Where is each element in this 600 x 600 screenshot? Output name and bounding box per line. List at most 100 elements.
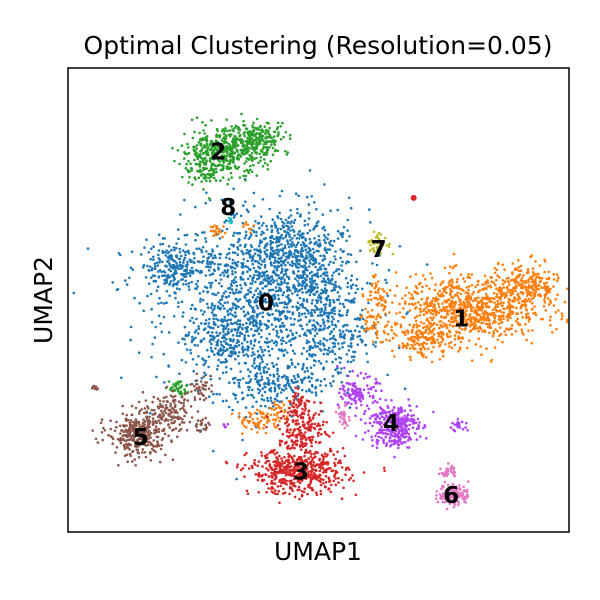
cluster-0-point [234, 357, 237, 361]
cluster-2-point [263, 125, 267, 128]
cluster-0-point [322, 277, 326, 280]
cluster-0-point [141, 266, 145, 269]
cluster-3-point [331, 469, 335, 472]
cluster-1-point [468, 313, 472, 316]
cluster-1-point [415, 315, 419, 318]
cluster-0-point [219, 273, 222, 277]
cluster-1-point [452, 301, 455, 304]
cluster-1-point [533, 293, 536, 296]
cluster-0-point [338, 329, 342, 332]
cluster-0-point [178, 250, 182, 254]
cluster-1-point [371, 274, 375, 278]
cluster-1-point [453, 319, 456, 322]
cluster-1-point [459, 306, 462, 309]
cluster-0-point [238, 319, 242, 323]
cluster-1-point [548, 319, 552, 322]
cluster-0-point [214, 279, 218, 282]
cluster-0-point [239, 283, 242, 287]
cluster-1-point [499, 301, 503, 304]
cluster-0-point [341, 232, 345, 236]
cluster-0-point [267, 349, 271, 353]
cluster-0-point [279, 287, 282, 291]
cluster-1-point [433, 310, 437, 314]
cluster-0-point [296, 233, 300, 236]
cluster-0-point [153, 262, 157, 266]
cluster-2-point [279, 125, 282, 128]
cluster-0-point [291, 312, 295, 316]
cluster-3-point [334, 457, 338, 461]
cluster-0-point [244, 200, 247, 203]
cluster-0-point [366, 281, 369, 285]
cluster-0-point [217, 358, 220, 362]
cluster-0-point [244, 234, 248, 237]
cluster-1-point [458, 348, 462, 351]
cluster-0-point [345, 329, 348, 332]
cluster-0-point [243, 348, 247, 351]
cluster-0-point [275, 289, 278, 293]
cluster-0-point [360, 326, 364, 329]
cluster-0-point [340, 264, 343, 267]
cluster-3-point [319, 477, 323, 481]
cluster-0-point [337, 285, 341, 289]
cluster-0-point [198, 271, 202, 275]
cluster-1-point [524, 322, 527, 326]
cluster-0-point [236, 248, 240, 251]
cluster-0-point [285, 396, 289, 400]
cluster-2-point [241, 152, 244, 155]
cluster-1-point [540, 277, 544, 280]
cluster-0-point [183, 256, 187, 260]
cluster-0-point [287, 276, 291, 279]
cluster-3-point [303, 487, 307, 491]
cluster-0-point [261, 198, 265, 201]
cluster-0-point [237, 291, 240, 294]
cluster-1-point [422, 322, 426, 325]
cluster-0-point [305, 349, 309, 353]
cluster-2-point [239, 154, 242, 158]
cluster-1-point [442, 332, 445, 336]
cluster-2-point [208, 176, 211, 180]
cluster-1-point [459, 302, 463, 305]
cluster-0-point [117, 252, 121, 255]
cluster-0-point [299, 250, 303, 253]
cluster-0-point [334, 258, 337, 261]
cluster-1-point [556, 293, 559, 297]
cluster-3-point [322, 457, 325, 461]
cluster-3-point [317, 476, 321, 479]
cluster-2-point [244, 127, 248, 130]
cluster-0-point [157, 249, 161, 252]
cluster-1-point [382, 290, 386, 293]
cluster-0-point [232, 392, 235, 396]
cluster-1-point [437, 305, 441, 309]
cluster-0-point [239, 275, 243, 279]
cluster-2-point [231, 140, 234, 143]
cluster-0-point [235, 477, 238, 481]
cluster-0-point [153, 274, 157, 278]
cluster-0-point [226, 309, 229, 313]
cluster-3-point [264, 473, 268, 477]
cluster-1-point [472, 316, 475, 319]
cluster-0-point [247, 312, 250, 316]
cluster-0-point [266, 345, 270, 349]
cluster-1-point [399, 325, 403, 329]
cluster-0-point [139, 253, 143, 256]
cluster-0-point [232, 278, 236, 282]
cluster-1-point [543, 285, 547, 288]
cluster-2-point [185, 152, 189, 156]
cluster-0-point [178, 247, 181, 251]
cluster-1-point [491, 334, 495, 338]
cluster-1-point [451, 296, 455, 300]
cluster-1-point [554, 311, 557, 314]
cluster-1-point [404, 302, 407, 305]
cluster-1-point [525, 288, 529, 292]
cluster-0-point [333, 255, 336, 258]
cluster-0-point [324, 280, 327, 284]
cluster-0-point [207, 269, 211, 272]
cluster-1-point [413, 343, 417, 346]
cluster-0-point [150, 268, 153, 272]
cluster-2-point [238, 176, 242, 179]
cluster-1-point [535, 275, 538, 279]
cluster-1-point [489, 285, 493, 289]
cluster-0-point [182, 311, 185, 314]
cluster-1-point [441, 294, 445, 298]
cluster-0-point [264, 285, 267, 288]
